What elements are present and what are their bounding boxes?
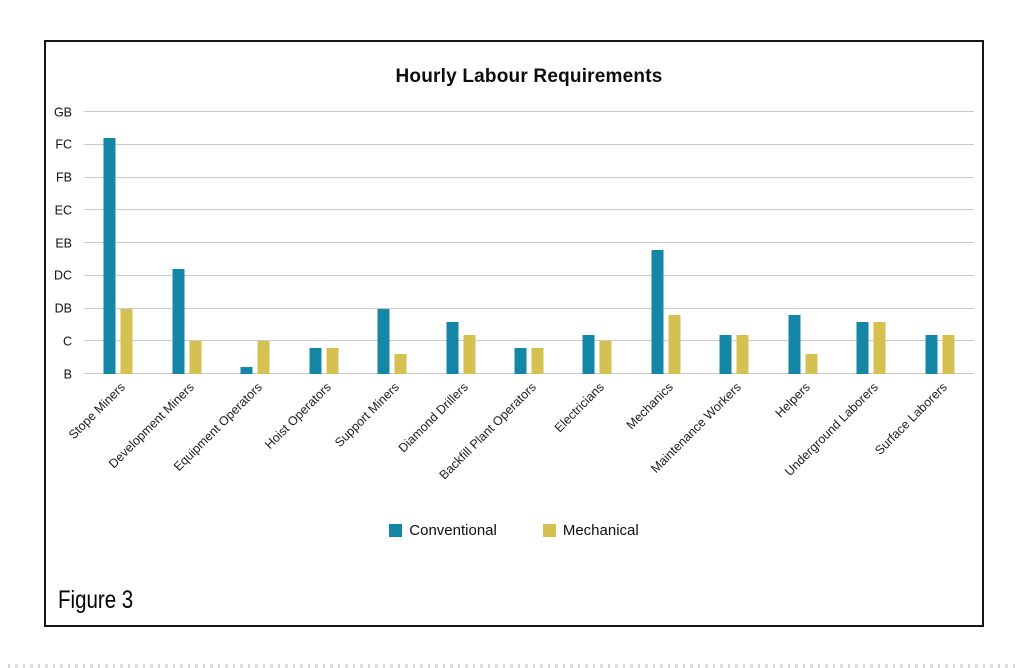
legend-swatch-conventional [389, 524, 403, 537]
bar-conventional-mechanics [651, 249, 664, 374]
x-tick-surface-laborers: Surface Laborers [871, 380, 950, 458]
bar-group-surface-laborers [925, 112, 955, 374]
x-tick-stope-miners: Stope Miners [66, 380, 129, 442]
legend-label-mechanical: Mechanical [562, 522, 639, 539]
plot-area: B C DB DC EB EC FB FC GB [54, 106, 974, 380]
bar-mechanical-hoist-operators [326, 347, 339, 374]
bar-group-development-miners [172, 112, 202, 374]
bar-mechanical-support-miners [394, 354, 407, 374]
legend: Conventional Mechanical [46, 522, 982, 539]
x-tick-helpers: Helpers [772, 380, 813, 421]
gridline [84, 176, 974, 178]
y-tick-gb: GB [53, 104, 72, 119]
y-tick-dc: DC [53, 268, 72, 283]
bar-mechanical-mechanics [668, 315, 681, 374]
bar-mechanical-surface-laborers [942, 334, 955, 374]
figure-frame: Hourly Labour Requirements B C DB DC EB EC FB F… [44, 40, 984, 627]
bar-conventional-stope-miners [103, 138, 116, 374]
y-tick-c: C [62, 334, 72, 348]
x-tick-support-miners: Support Miners [332, 380, 402, 450]
gridline [84, 111, 974, 112]
bar-group-electricians [582, 112, 612, 374]
bar-mechanical-equipment-operators [257, 341, 270, 374]
bar-conventional-surface-laborers [925, 334, 938, 374]
bar-group-maintenance-workers [719, 112, 749, 374]
gridline [84, 373, 974, 374]
bar-group-stope-miners [103, 112, 133, 374]
bar-conventional-support-miners [377, 308, 390, 374]
bar-mechanical-helpers [805, 354, 818, 374]
bar-conventional-electricians [582, 334, 595, 374]
y-tick-fc: FC [55, 137, 72, 152]
bar-mechanical-underground-laborers [873, 321, 886, 374]
bar-conventional-helpers [788, 315, 801, 374]
bar-mechanical-stope-miners [120, 308, 133, 374]
y-tick-fb: FB [56, 170, 72, 185]
bar-conventional-underground-laborers [856, 321, 869, 374]
gridline [84, 242, 974, 243]
figure-caption: Figure 3 [58, 586, 134, 614]
bar-group-mechanics [651, 112, 681, 374]
gridline [84, 143, 974, 145]
bar-group-diamond-drillers [446, 112, 476, 374]
x-tick-diamond-drillers: Diamond Drillers [395, 380, 471, 456]
bar-group-support-miners [377, 112, 407, 374]
legend-item-conventional: Conventional [389, 522, 497, 539]
x-tick-hoist-operators: Hoist Operators [261, 380, 334, 452]
gridline [84, 307, 974, 309]
y-tick-ec: EC [54, 203, 72, 217]
x-axis-labels: Stope Miners Development Miners Equipment … [66, 374, 974, 514]
bar-conventional-diamond-drillers [446, 321, 459, 374]
chart-title: Hourly Labour Requirements [395, 66, 663, 87]
x-tick-electricians: Electricians [552, 380, 608, 436]
bar-group-backfill-plant-operators [514, 112, 544, 374]
bar-conventional-hoist-operators [309, 347, 322, 374]
bar-mechanical-electricians [599, 341, 612, 374]
bar-conventional-maintenance-workers [719, 334, 732, 374]
y-tick-eb: EB [55, 235, 72, 250]
bar-group-equipment-operators [240, 112, 270, 374]
legend-item-mechanical: Mechanical [542, 522, 639, 539]
y-tick-db: DB [54, 301, 72, 316]
bar-mechanical-maintenance-workers [736, 334, 749, 374]
bar-group-hoist-operators [309, 112, 339, 374]
bar-mechanical-backfill-plant-operators [531, 347, 544, 374]
cropped-text-edge [8, 664, 1016, 668]
y-tick-b: B [63, 366, 72, 381]
bar-group-helpers [788, 112, 818, 374]
legend-swatch-mechanical [542, 524, 556, 537]
bar-conventional-development-miners [172, 269, 185, 374]
gridline [84, 340, 974, 342]
x-tick-mechanics: Mechanics [623, 380, 676, 433]
bar-mechanical-diamond-drillers [463, 334, 476, 374]
bar-conventional-equipment-operators [240, 367, 253, 374]
bar-group-underground-laborers [856, 112, 886, 374]
bar-mechanical-development-miners [189, 341, 202, 374]
gridline [84, 209, 974, 211]
gridline [84, 274, 974, 276]
legend-label-conventional: Conventional [409, 522, 497, 539]
bar-conventional-backfill-plant-operators [514, 347, 527, 374]
